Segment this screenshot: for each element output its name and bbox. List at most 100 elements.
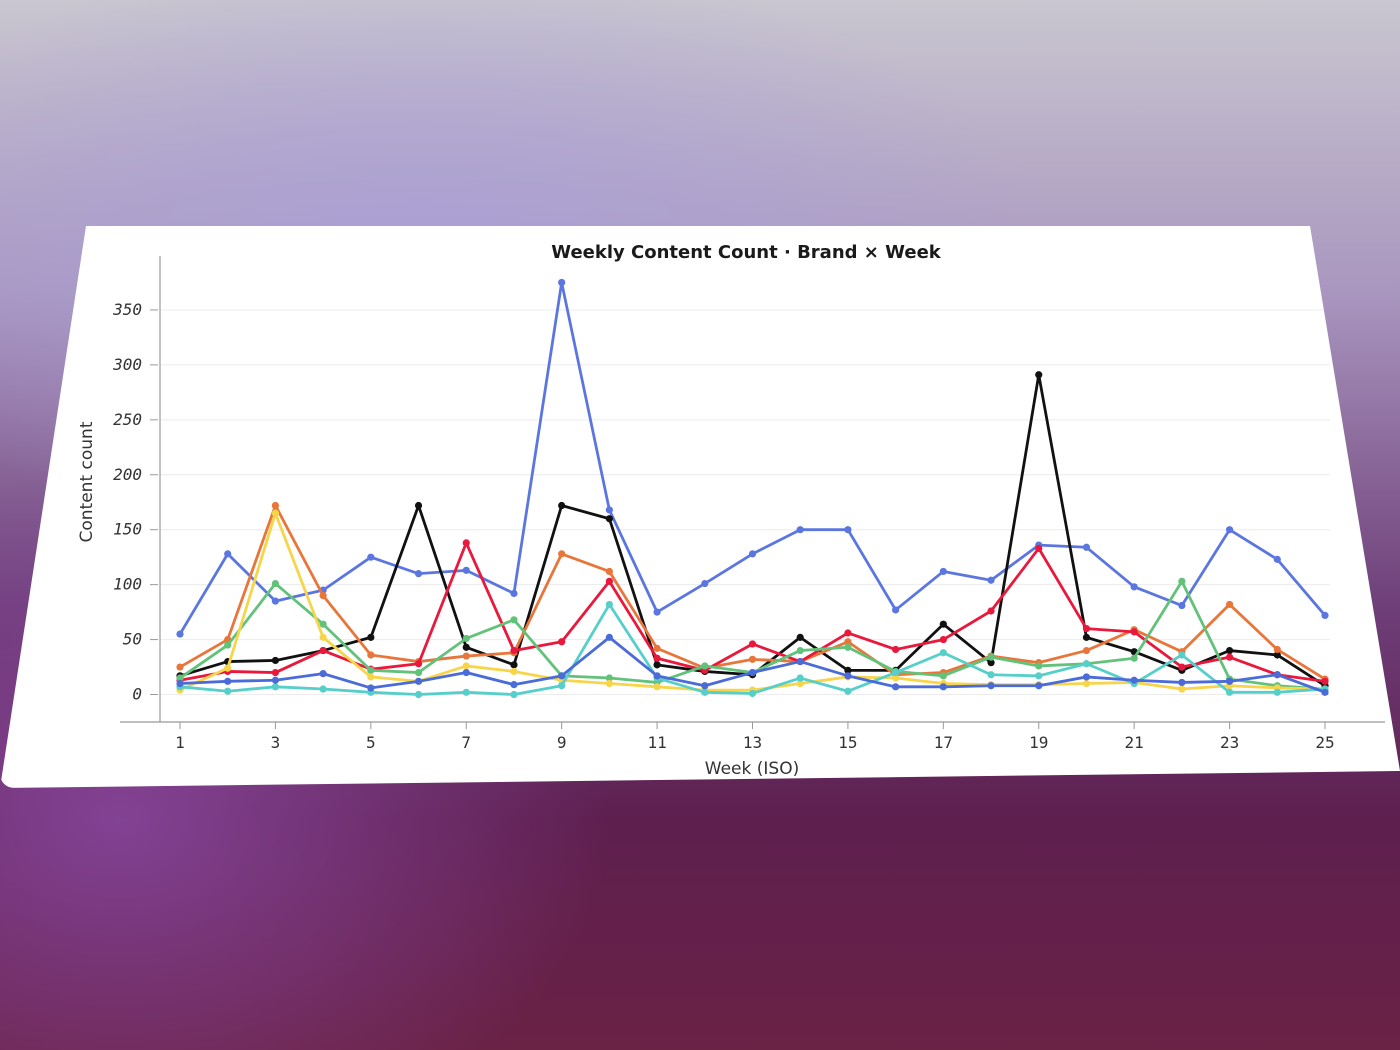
series-5-point-22: [1178, 577, 1186, 585]
series-8: [176, 633, 1329, 696]
series-4-point-17: [939, 635, 947, 644]
series-5-point-15: [844, 643, 852, 651]
series-7-point-13: [748, 689, 757, 698]
series-7-point-12: [701, 688, 709, 696]
series-2-point-9: [558, 501, 566, 510]
series-8-point-4: [319, 670, 327, 678]
x-tick-label-25: 25: [1315, 733, 1334, 752]
series-4-point-18: [987, 607, 995, 615]
series-1-point-12: [701, 579, 709, 588]
series-7-point-9: [558, 682, 566, 690]
series-6-point-3: [271, 509, 280, 517]
series-7-point-20: [1082, 660, 1091, 668]
series-7-point-3: [271, 683, 280, 691]
x-tick-label-21: 21: [1125, 733, 1144, 752]
series-5-point-6: [414, 668, 423, 677]
series-8-point-19: [1035, 682, 1043, 690]
series-5-point-2: [224, 641, 232, 649]
series-6-point-11: [653, 683, 661, 691]
series-5-point-14: [796, 646, 804, 655]
series-7-point-6: [414, 690, 423, 699]
y-tick-label-200: 200: [113, 465, 142, 484]
series-2-point-5: [367, 633, 375, 641]
series-8-point-12: [701, 682, 709, 690]
series-4-point-6: [414, 660, 423, 668]
series-2-point-24: [1273, 651, 1281, 659]
series-1-point-20: [1082, 543, 1091, 551]
series-1-point-23: [1225, 526, 1234, 534]
series-1-point-5: [367, 553, 375, 561]
series-1-point-13: [748, 550, 757, 558]
series-3-point-4: [319, 592, 327, 600]
series-7-point-10: [605, 600, 613, 609]
series-1-line: [178, 281, 1327, 636]
series-2-point-3: [271, 656, 280, 665]
series-3-point-7: [462, 652, 470, 660]
y-tick-label-50: 50: [123, 630, 142, 649]
series-8-point-2: [224, 677, 232, 685]
series-2-point-7: [462, 643, 470, 651]
series-5-point-19: [1035, 662, 1043, 670]
x-axis-label: Week (ISO): [705, 759, 799, 779]
series-8-point-6: [414, 677, 423, 685]
series-4-point-25: [1321, 677, 1329, 685]
series-5-point-1: [176, 674, 184, 682]
series-5-point-8: [510, 616, 518, 624]
series-8-point-10: [605, 633, 613, 641]
series-1-point-7: [462, 566, 470, 574]
series-8-point-7: [462, 668, 470, 677]
series-2-point-6: [414, 501, 423, 510]
series-6-point-2: [224, 664, 232, 672]
series-4-point-20: [1082, 624, 1091, 633]
series-6-point-16: [892, 674, 900, 682]
y-tick-label-300: 300: [112, 355, 142, 374]
series-4-point-13: [748, 640, 757, 648]
series-1-point-3: [271, 597, 280, 605]
series-2-point-19: [1035, 371, 1043, 379]
series-5-point-7: [462, 634, 470, 643]
series-3-point-23: [1225, 600, 1234, 609]
series-1-point-24: [1273, 555, 1281, 563]
series-4-point-4: [319, 646, 327, 655]
series-4-point-21: [1130, 628, 1138, 636]
chart-title: Weekly Content Count · Brand × Week: [551, 242, 942, 263]
series-4-point-19: [1035, 544, 1043, 552]
series-7-point-16: [892, 668, 900, 677]
series-3: [176, 501, 1329, 683]
series-1-point-21: [1130, 583, 1138, 591]
series-8-point-21: [1130, 676, 1138, 684]
series-3-point-15: [844, 638, 852, 646]
series-8-point-22: [1178, 678, 1186, 687]
series-3-point-10: [605, 567, 613, 576]
series-1-point-10: [605, 506, 613, 514]
x-tick-label-13: 13: [743, 733, 762, 752]
series-7-point-18: [987, 671, 995, 679]
series-2-point-23: [1225, 646, 1234, 655]
series-7-point-2: [224, 687, 232, 695]
series-3-point-11: [653, 644, 661, 652]
series-1-point-17: [939, 567, 947, 576]
series-1-point-18: [987, 576, 995, 584]
series-6-point-7: [462, 662, 470, 670]
series-7-point-23: [1225, 688, 1234, 696]
series-6-point-8: [510, 667, 518, 676]
series-7-point-14: [796, 674, 804, 682]
series-6-point-20: [1082, 679, 1091, 688]
series-5-point-4: [319, 620, 327, 628]
series-8-point-23: [1225, 677, 1234, 685]
series-4-point-3: [271, 668, 280, 677]
series-7-point-4: [319, 685, 327, 693]
series-8-point-3: [271, 676, 280, 684]
x-tick-label-17: 17: [934, 733, 953, 752]
series-1: [176, 278, 1329, 638]
series-8-point-17: [939, 683, 947, 691]
series-3-point-13: [748, 655, 757, 663]
series-1-point-15: [844, 526, 852, 534]
series-7-point-19: [1035, 672, 1043, 680]
series-6-point-10: [605, 679, 613, 688]
series-2-point-15: [844, 666, 852, 674]
series-8-point-16: [892, 683, 900, 691]
series-3-point-20: [1082, 646, 1091, 655]
x-tick-label-3: 3: [271, 733, 281, 752]
series-8-point-25: [1321, 688, 1329, 696]
